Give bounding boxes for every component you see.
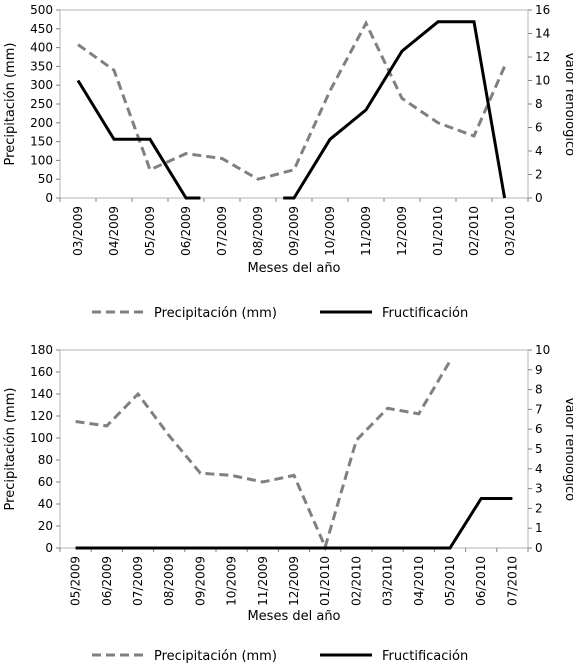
y2-tick-label: 1 [535, 521, 543, 535]
x-tick-label: 03/2010 [381, 556, 395, 606]
fructification-line [283, 20, 507, 200]
x-tick-label: 11/2009 [256, 556, 270, 606]
x-tick-label: 04/2010 [412, 556, 426, 606]
y-tick-label: 120 [30, 409, 53, 423]
chart-1: 0 50 100 150 200 250 300 350 400 450 500 0 2 4 6 8 10 12 1… [3, 3, 573, 321]
x-tick-label: 02/2010 [349, 556, 363, 606]
legend-label: Fructificación [382, 649, 468, 664]
y2-tick-label: 2 [535, 501, 543, 515]
legend-label: Fructificación [382, 306, 468, 321]
y2-axis-title: Valor fenológico [562, 397, 573, 501]
y-tick-label: 0 [45, 541, 53, 555]
y2-tick-label: 14 [535, 27, 550, 41]
chart-2: 0 20 40 60 80 100 120 140 160 180 0 1 2 3 4 5 6 7 8 9 10 05/2… [3, 343, 573, 664]
y2-tick-label: 2 [535, 168, 543, 182]
y-tick-label: 40 [38, 497, 53, 511]
x-tick-label: 11/2009 [359, 206, 373, 256]
y-tick-label: 200 [30, 116, 53, 130]
y2-tick-label: 16 [535, 3, 550, 17]
y-tick-label: 300 [30, 78, 53, 92]
x-tick-label: 01/2010 [318, 556, 332, 606]
y-tick-label: 50 [38, 172, 53, 186]
x-axis-title: Meses del año [247, 261, 340, 276]
y2-axis-title: Valor fenológico [562, 52, 573, 156]
x-tick-label: 06/2009 [179, 206, 193, 256]
y-tick-label: 100 [30, 153, 53, 167]
y-tick-label: 180 [30, 343, 53, 357]
y2-tick-label: 0 [535, 541, 543, 555]
y2-tick-label: 0 [535, 191, 543, 205]
y2-tick-label: 10 [535, 74, 550, 88]
x-tick-label: 06/2009 [100, 556, 114, 606]
x-tick-label: 06/2010 [474, 556, 488, 606]
y-tick-label: 400 [30, 41, 53, 55]
y-axis-title: Precipitación (mm) [3, 388, 18, 511]
x-tick-label: 12/2009 [395, 206, 409, 256]
legend-label: Precipitación (mm) [154, 306, 277, 321]
y-tick-label: 0 [45, 191, 53, 205]
x-tick-label: 02/2010 [467, 206, 481, 256]
y-tick-label: 250 [30, 97, 53, 111]
y2-tick-label: 10 [535, 343, 550, 357]
y2-tick-label: 8 [535, 97, 543, 111]
x-tick-label: 01/2010 [431, 206, 445, 256]
y-tick-label: 450 [30, 22, 53, 36]
x-tick-label: 08/2009 [162, 556, 176, 606]
y2-tick-label: 8 [535, 383, 543, 397]
fructification-line [76, 79, 201, 200]
y-tick-label: 500 [30, 3, 53, 17]
x-tick-label: 09/2009 [193, 556, 207, 606]
y2-tick-label: 4 [535, 144, 543, 158]
x-tick-label: 03/2010 [503, 206, 517, 256]
x-tick-label: 03/2009 [71, 206, 85, 256]
plot-area [59, 349, 529, 549]
x-tick-label: 05/2009 [69, 556, 83, 606]
x-tick-label: 09/2009 [287, 206, 301, 256]
y-tick-label: 150 [30, 135, 53, 149]
x-tick-label: 04/2009 [107, 206, 121, 256]
y-tick-label: 140 [30, 387, 53, 401]
y2-tick-label: 9 [535, 363, 543, 377]
x-tick-label: 12/2009 [287, 556, 301, 606]
y2-tick-label: 5 [535, 442, 543, 456]
y2-tick-label: 6 [535, 422, 543, 436]
x-tick-label: 05/2010 [443, 556, 457, 606]
x-tick-label: 08/2009 [251, 206, 265, 256]
y2-tick-label: 12 [535, 50, 550, 64]
legend-label: Precipitación (mm) [154, 649, 277, 664]
y2-tick-label: 6 [535, 121, 543, 135]
y-axis-title: Precipitación (mm) [3, 43, 18, 166]
y-tick-label: 60 [38, 475, 53, 489]
x-tick-label: 10/2009 [225, 556, 239, 606]
y2-tick-label: 4 [535, 462, 543, 476]
y-tick-label: 350 [30, 59, 53, 73]
y-tick-label: 100 [30, 431, 53, 445]
fructification-line [75, 497, 513, 550]
x-tick-label: 05/2009 [143, 206, 157, 256]
y2-tick-label: 3 [535, 482, 543, 496]
y-tick-label: 20 [38, 519, 53, 533]
y-tick-label: 160 [30, 365, 53, 379]
precipitation-line [75, 360, 452, 552]
y2-tick-label: 7 [535, 402, 543, 416]
x-tick-label: 07/2009 [215, 206, 229, 256]
x-tick-label: 07/2009 [131, 556, 145, 606]
x-axis-title: Meses del año [247, 609, 340, 624]
x-tick-label: 07/2010 [505, 556, 519, 606]
y-tick-label: 80 [38, 453, 53, 467]
x-tick-label: 10/2009 [323, 206, 337, 256]
precipitation-line [77, 19, 506, 181]
plot-area [59, 9, 529, 199]
